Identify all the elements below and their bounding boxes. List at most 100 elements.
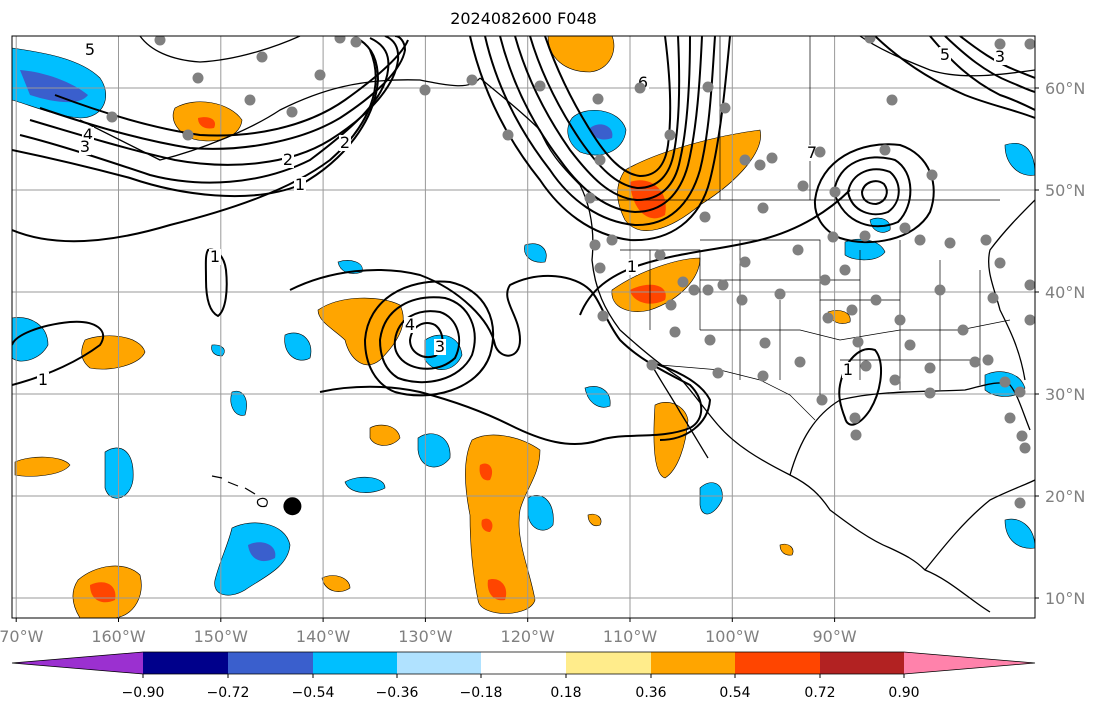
contour-line — [12, 320, 105, 386]
contour-line — [469, 36, 731, 242]
station-dot — [699, 211, 711, 223]
station-dot — [502, 129, 514, 141]
station-dot — [719, 102, 731, 114]
contour-line — [944, 36, 1035, 93]
coastline-baja — [649, 361, 709, 459]
contour-label: 2 — [340, 133, 350, 152]
station-dot — [256, 51, 268, 63]
lon-tick-label: 130°W — [398, 627, 453, 646]
contour-label: 3 — [80, 137, 90, 156]
lat-tick-label: 30°N — [1045, 385, 1085, 404]
negative-anomaly — [1004, 143, 1035, 176]
station-dot — [914, 234, 926, 246]
station-dot — [704, 334, 716, 346]
station-dot — [1019, 442, 1031, 454]
station-dot — [886, 94, 898, 106]
contour-label: 6 — [638, 73, 648, 92]
station-dot — [1004, 412, 1016, 424]
negative-anomaly — [524, 243, 547, 263]
contour-label: 1 — [843, 360, 853, 379]
contour-line — [838, 348, 882, 426]
station-dot — [154, 36, 166, 46]
contour-line — [846, 168, 900, 216]
station-dot — [839, 264, 851, 276]
negative-anomaly — [869, 217, 891, 233]
station-dot — [1014, 497, 1026, 509]
station-dot — [314, 69, 326, 81]
lon-tick-label: 90°W — [813, 627, 857, 646]
contour-label-bg — [84, 42, 96, 58]
station-dot — [1024, 38, 1035, 50]
contour-line — [289, 269, 703, 446]
positive-anomaly-core — [90, 582, 116, 603]
station-dot — [466, 74, 478, 86]
station-dot — [736, 294, 748, 306]
station-dot — [688, 284, 700, 296]
contour-line — [378, 296, 476, 384]
contour-label-bg — [37, 372, 49, 388]
hawaii-islands — [211, 475, 268, 508]
longitude-axis: 170°W 160°W 150°W 140°W 130°W 120°W 110°W 100°W… — [0, 618, 857, 646]
station-dot — [739, 154, 751, 166]
contour-line — [204, 248, 228, 318]
negative-anomaly — [1004, 518, 1035, 549]
anomaly-shading — [12, 36, 1035, 618]
positive-anomaly — [587, 513, 602, 527]
colorbar-segment — [481, 652, 566, 674]
station-dot — [994, 38, 1006, 50]
station-dot — [870, 294, 882, 306]
station-dot — [987, 292, 999, 304]
station-dot — [534, 80, 546, 92]
station-dot — [597, 310, 609, 322]
positive-anomaly — [465, 434, 541, 614]
station-dot — [899, 222, 911, 234]
station-dot — [792, 244, 804, 256]
station-dot — [646, 359, 658, 371]
station-dot — [860, 360, 872, 372]
contour-label-bg — [404, 317, 416, 333]
lon-tick-label: 160°W — [91, 627, 146, 646]
lon-tick-label: 120°W — [501, 627, 556, 646]
negative-anomaly — [417, 433, 451, 468]
station-dot — [654, 249, 666, 261]
colorbar-segment — [566, 652, 651, 674]
colorbar-segment — [143, 652, 228, 674]
colorbar-tick-label: 0.72 — [804, 685, 835, 701]
latitude-axis: 60°N 50°N 40°N 30°N 20°N 10°N — [1035, 79, 1085, 608]
colorbar-tick-label: −0.72 — [207, 685, 250, 701]
negative-anomaly — [284, 332, 312, 361]
station-dot — [859, 230, 871, 242]
colorbar-tick-label: 0.36 — [635, 685, 666, 701]
station-dot — [926, 169, 938, 181]
lon-tick-label: 110°W — [603, 627, 658, 646]
colorbar-segment — [820, 652, 904, 674]
positive-anomaly-core — [487, 579, 507, 601]
negative-anomaly-core — [248, 542, 276, 562]
lat-tick-label: 50°N — [1045, 181, 1085, 200]
negative-anomaly — [844, 239, 886, 261]
negative-anomaly — [344, 476, 386, 493]
contour-label: 1 — [627, 257, 637, 276]
positive-anomaly — [653, 401, 689, 479]
contour-label: 3 — [995, 47, 1005, 66]
station-dot — [419, 84, 431, 96]
station-dot — [634, 82, 646, 94]
contour-label-bg — [339, 135, 351, 151]
station-dot — [904, 339, 916, 351]
station-dot — [759, 337, 771, 349]
station-dot — [669, 326, 681, 338]
station-dot — [1016, 430, 1028, 442]
contour-line — [393, 310, 460, 370]
station-dot — [852, 336, 864, 348]
political-borders — [592, 36, 1011, 421]
negative-anomaly — [699, 482, 723, 515]
positive-anomaly-core — [198, 117, 216, 129]
positive-anomaly — [321, 575, 351, 592]
contour-line — [832, 156, 912, 228]
contour-line — [54, 39, 409, 137]
station-dot — [757, 202, 769, 214]
station-dot — [889, 374, 901, 386]
positive-anomaly-core — [630, 284, 666, 304]
station-dot — [757, 370, 769, 382]
